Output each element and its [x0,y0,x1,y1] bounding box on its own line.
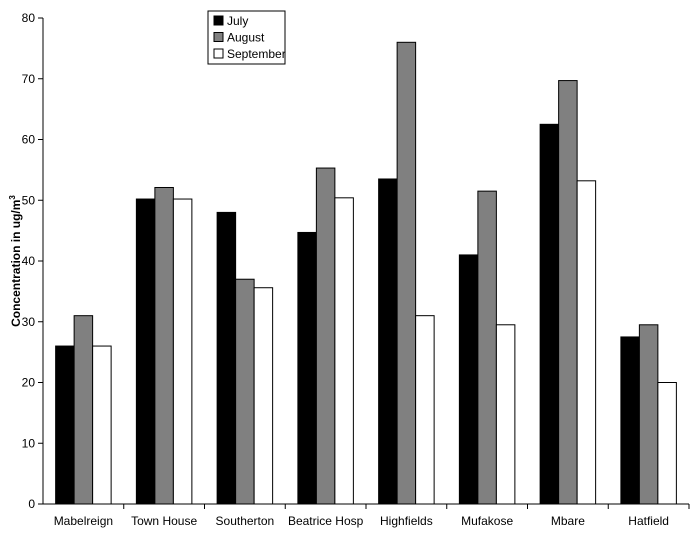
bar-september [92,345,112,505]
bar-august [638,324,659,505]
y-tick-label: 80 [22,11,36,25]
bar-september [172,198,193,505]
y-tick-label: 30 [22,315,36,329]
bar-july [297,231,317,505]
bar-july [216,211,237,505]
y-tick-label: 40 [22,254,36,268]
legend-swatch-july [213,15,224,26]
bar-july [55,345,75,505]
legend-label-july: July [227,14,248,28]
y-tick-label: 60 [22,133,36,147]
x-tick-label: Mabelreign [54,514,113,528]
bar-august [315,167,336,505]
x-ticks-group: Mabelreign Town House Southerton Beatrice H… [54,504,690,528]
bar-july [620,336,640,505]
legend-label-september: September [227,47,286,61]
x-tick-label: Hatfield [628,514,669,528]
bar-august [396,41,417,505]
bar-september [657,382,677,505]
y-axis-title: Concentration in ug/m3 [8,195,23,327]
legend-swatch-august [213,32,224,42]
x-tick-label: Mufakose [461,514,513,528]
x-tick-label: Town House [131,514,197,528]
x-tick-label: Highfields [380,514,433,528]
bar-august [154,186,174,505]
y-tick-label: 70 [22,72,36,86]
bar-july [539,123,560,505]
bar-september [334,197,354,505]
bar-september [415,315,435,505]
y-axis-title-superscript: 3 [8,195,17,200]
bar-august [73,315,94,505]
bar-july [378,178,398,505]
x-tick-label: Southerton [216,514,275,528]
bar-august [235,278,255,505]
y-tick-label: 20 [22,376,36,390]
legend-swatch-september [213,48,224,59]
y-tick-label: 50 [22,193,36,207]
y-axis-title-text: Concentration in ug/m [9,200,23,327]
bar-july [135,198,156,505]
bar-september [495,324,516,505]
bar-september [253,287,274,505]
y-tick-label: 10 [22,436,36,450]
bar-august [477,190,497,505]
bar-august [558,80,578,505]
x-tick-label: Mbare [551,514,585,528]
x-tick-label: Beatrice Hosp [288,514,364,528]
y-ticks-group: 0 10 20 30 40 50 60 70 80 [22,11,43,511]
bar-september [576,180,597,505]
y-tick-label: 0 [28,497,35,511]
bars-group [55,41,677,505]
bar-july [458,254,479,505]
legend: July August September [207,10,286,65]
legend-label-august: August [227,31,265,45]
